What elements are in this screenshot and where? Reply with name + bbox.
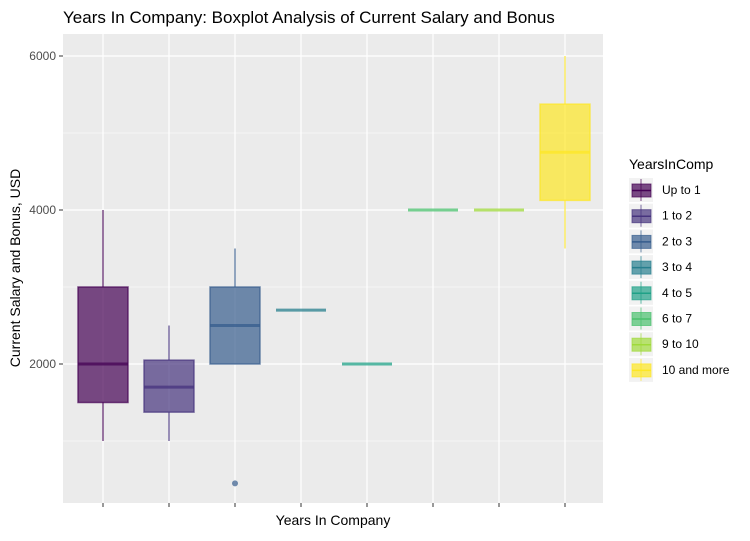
grid-lines — [63, 34, 603, 503]
legend-label: Up to 1 — [662, 183, 701, 197]
legend-label: 9 to 10 — [662, 337, 699, 351]
legend-label: 10 and more — [662, 363, 730, 377]
box-2-to-3 — [209, 248, 261, 487]
legend-label: 4 to 5 — [662, 286, 692, 300]
y-axis-label: Current Salary and Bonus, USD — [7, 169, 23, 367]
y-tick-label: 4000 — [29, 203, 56, 217]
legend-label: 2 to 3 — [662, 234, 692, 248]
outlier-point — [232, 480, 238, 487]
y-tick-label: 2000 — [29, 357, 56, 371]
legend: Up to 1 1 to 2 2 to 3 3 to 4 4 to 5 6 to 7 9 t… — [629, 178, 730, 382]
x-axis-label: Years In Company — [276, 512, 391, 528]
box-10-and-more — [539, 56, 591, 249]
chart-title: Years In Company: Boxplot Analysis of Cu… — [63, 8, 555, 27]
box-iqr — [77, 286, 129, 404]
box-1-to-2 — [143, 325, 195, 441]
y-tick-label: 6000 — [29, 49, 56, 63]
plot-panel — [63, 34, 603, 503]
legend-label: 6 to 7 — [662, 312, 692, 326]
axes: 2000 4000 6000 — [29, 49, 566, 507]
box-up-to-1 — [77, 210, 129, 441]
legend-title: YearsInComp — [629, 156, 714, 172]
legend-label: 3 to 4 — [662, 260, 692, 274]
legend-label: 1 to 2 — [662, 209, 692, 223]
boxes — [77, 56, 591, 487]
